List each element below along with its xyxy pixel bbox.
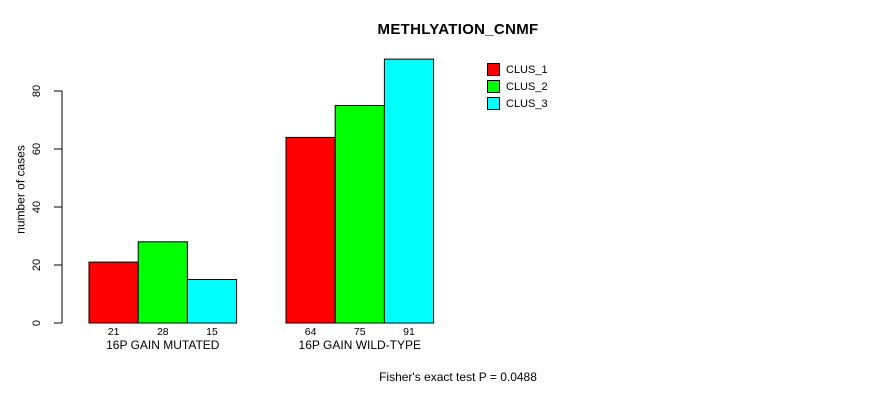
legend-swatch-icon	[487, 80, 500, 93]
chart-title: METHLYATION_CNMF	[377, 21, 539, 38]
legend: CLUS_1 CLUS_2 CLUS_3	[487, 63, 548, 114]
y-tick-label: 80	[31, 85, 43, 97]
category-label: 16P GAIN WILD-TYPE	[299, 338, 421, 352]
bar-value-label: 75	[354, 326, 366, 338]
bar-value-label: 64	[305, 326, 317, 338]
y-tick-label: 20	[31, 259, 43, 271]
y-tick-label: 60	[31, 143, 43, 155]
category-label: 16P GAIN MUTATED	[106, 338, 220, 352]
bar-clus_2-group1	[137, 241, 188, 324]
bar-clus_1-group2	[285, 136, 336, 324]
bar-value-label: 28	[157, 326, 169, 338]
y-tick-label: 0	[31, 320, 43, 326]
legend-item-clus_1: CLUS_1	[487, 63, 548, 76]
legend-item-clus_2: CLUS_2	[487, 80, 548, 93]
y-axis-title: number of cases	[13, 145, 28, 234]
y-tick-label: 40	[31, 201, 43, 213]
bar-value-label: 15	[206, 326, 218, 338]
legend-swatch-icon	[487, 97, 500, 110]
bar-value-label: 21	[108, 326, 120, 338]
legend-label: CLUS_1	[506, 63, 548, 76]
fisher-test-note: Fisher's exact test P = 0.0488	[379, 370, 537, 384]
bar-clus_3-group1	[186, 279, 238, 324]
bar-clus_3-group2	[383, 58, 435, 324]
legend-label: CLUS_2	[506, 80, 548, 93]
bar-value-label: 91	[403, 326, 415, 338]
legend-label: CLUS_3	[506, 97, 548, 110]
legend-swatch-icon	[487, 63, 500, 76]
bar-clus_2-group2	[334, 105, 385, 324]
legend-item-clus_3: CLUS_3	[487, 97, 548, 110]
bar-clus_1-group1	[88, 261, 139, 324]
